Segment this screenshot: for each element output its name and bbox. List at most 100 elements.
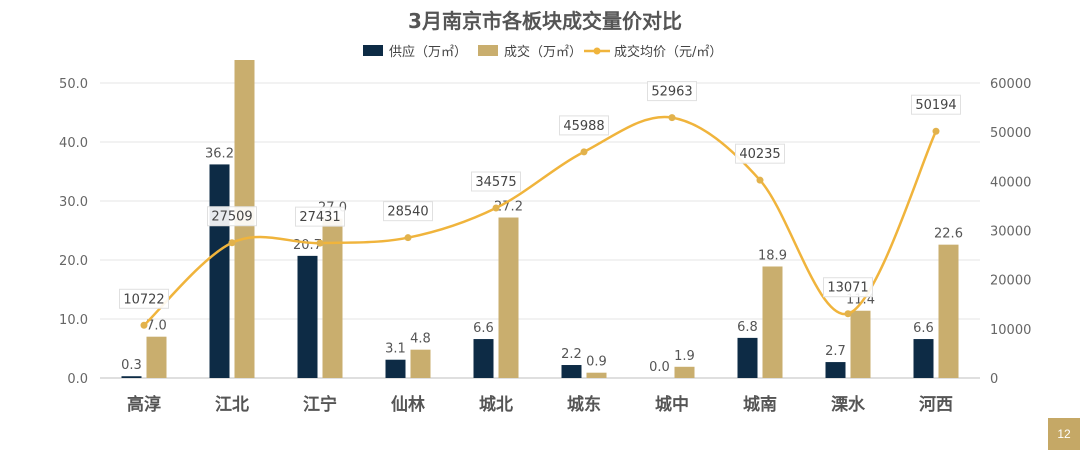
- price-label-box: [735, 143, 785, 164]
- bar-supply: [913, 339, 934, 378]
- price-point: [756, 176, 764, 184]
- bar-deal: [498, 217, 519, 378]
- x-category-label: 江宁: [303, 394, 337, 415]
- bar-data-label: 1.9: [674, 349, 695, 364]
- x-category-label: 仙林: [391, 394, 425, 415]
- price-point: [668, 114, 676, 122]
- price-label-box: [295, 206, 345, 227]
- x-category-label: 城中: [655, 394, 689, 415]
- price-point: [404, 234, 412, 242]
- bar-deal: [850, 310, 871, 378]
- bar-data-label: 2.2: [561, 347, 582, 362]
- legend-marker: [593, 47, 601, 55]
- x-category-label: 城南: [743, 394, 777, 415]
- price-point: [844, 310, 852, 318]
- bar-deal: [146, 336, 167, 378]
- page-number: 12: [1048, 418, 1080, 450]
- price-data-label: 28540: [387, 205, 428, 220]
- price-data-label: 13071: [827, 281, 868, 296]
- bar-data-label: 0.0: [649, 360, 670, 375]
- price-point: [316, 239, 324, 247]
- y-right-tick-label: 10000: [990, 323, 1031, 338]
- legend-label: 成交（万㎡）: [504, 44, 582, 60]
- left-axis: 0.0 10.0 20.0 30.0 40.0 50.0: [59, 77, 88, 387]
- price-point: [140, 321, 148, 329]
- price-label-box: [647, 81, 697, 102]
- y-right-tick-label: 20000: [990, 274, 1031, 289]
- bar-data-label: 0.3: [121, 358, 142, 373]
- bar-data-label: 18.9: [758, 248, 787, 263]
- bar-deal: [674, 366, 695, 378]
- bar-data-label: 6.6: [473, 321, 494, 336]
- chart-title: 3月南京市各板块成交量价对比: [408, 9, 682, 33]
- bar-data-label: 0.9: [586, 355, 607, 370]
- bar-data-label: 27.2: [494, 200, 523, 215]
- bar-deal: [586, 372, 607, 378]
- x-category-label: 城东: [567, 394, 601, 415]
- bar-supply: [209, 164, 230, 378]
- price-label-box: [471, 171, 521, 192]
- y-left-tick-label: 0.0: [67, 372, 88, 387]
- price-point: [580, 148, 588, 156]
- bar-data-label: 6.8: [737, 320, 758, 335]
- bar-data-label: 36.2: [205, 146, 234, 161]
- bar-supply: [737, 337, 758, 378]
- legend-label: 成交均价（元/㎡）: [614, 44, 722, 60]
- bar-data-label: 6.6: [913, 321, 934, 336]
- price-data-label: 27509: [211, 210, 252, 225]
- bar-supply: [385, 359, 406, 378]
- y-left-tick-label: 10.0: [59, 313, 88, 328]
- right-axis: 0 10000 20000 30000 40000 50000 60000: [990, 77, 1031, 387]
- x-category-label: 高淳: [127, 394, 161, 415]
- price-label-box: [119, 288, 169, 309]
- price-data-label: 34575: [475, 175, 516, 190]
- price-data-label: 40235: [739, 147, 780, 162]
- legend: 供应（万㎡） 成交（万㎡） 成交均价（元/㎡）: [363, 44, 722, 60]
- bar-supply: [473, 339, 494, 378]
- bar-supply: [297, 255, 318, 378]
- y-right-tick-label: 40000: [990, 175, 1031, 190]
- price-label-box: [911, 94, 961, 115]
- y-right-tick-label: 30000: [990, 225, 1031, 240]
- bar-deal: [234, 60, 255, 379]
- bar-data-label: 4.8: [410, 332, 431, 347]
- legend-label: 供应（万㎡）: [389, 44, 467, 60]
- bar-deal: [762, 266, 783, 378]
- bar-supply: [825, 362, 846, 378]
- price-data-label: 45988: [563, 119, 604, 134]
- price-data-label: 10722: [123, 292, 164, 307]
- bar-deal: [322, 218, 343, 378]
- bar-data-label: 3.1: [385, 342, 406, 357]
- x-axis: 高淳 江北 江宁 仙林 城北 城东 城中 城南 溧水 河西: [127, 394, 953, 415]
- y-right-tick-label: 0: [990, 372, 998, 387]
- price-data-label: 50194: [915, 98, 956, 113]
- bar-supply: [561, 365, 582, 378]
- y-left-tick-label: 40.0: [59, 136, 88, 151]
- bar-supply: [121, 376, 142, 378]
- y-left-tick-label: 30.0: [59, 195, 88, 210]
- bar-data-label: 2.7: [825, 344, 846, 359]
- price-label-box: [383, 201, 433, 222]
- price-label-box: [559, 115, 609, 136]
- y-left-tick-label: 20.0: [59, 254, 88, 269]
- gridlines: [100, 82, 980, 379]
- y-left-tick-label: 50.0: [59, 77, 88, 92]
- x-category-label: 城北: [479, 395, 513, 415]
- price-line: [143, 115, 938, 327]
- x-category-label: 江北: [215, 395, 249, 415]
- price-label-box: [207, 206, 257, 227]
- y-right-tick-label: 60000: [990, 77, 1031, 92]
- bar-data-label: 22.6: [934, 227, 963, 242]
- price-point: [492, 204, 500, 212]
- x-category-label: 河西: [919, 395, 953, 415]
- legend-swatch: [363, 45, 383, 56]
- bar-deal: [938, 244, 959, 378]
- price-point: [228, 239, 236, 247]
- legend-swatch: [478, 45, 498, 56]
- y-right-tick-label: 50000: [990, 126, 1031, 141]
- x-category-label: 溧水: [831, 394, 866, 415]
- bar-deal: [410, 349, 431, 378]
- price-label-box: [823, 277, 873, 298]
- bar-data-label: 7.0: [146, 319, 167, 334]
